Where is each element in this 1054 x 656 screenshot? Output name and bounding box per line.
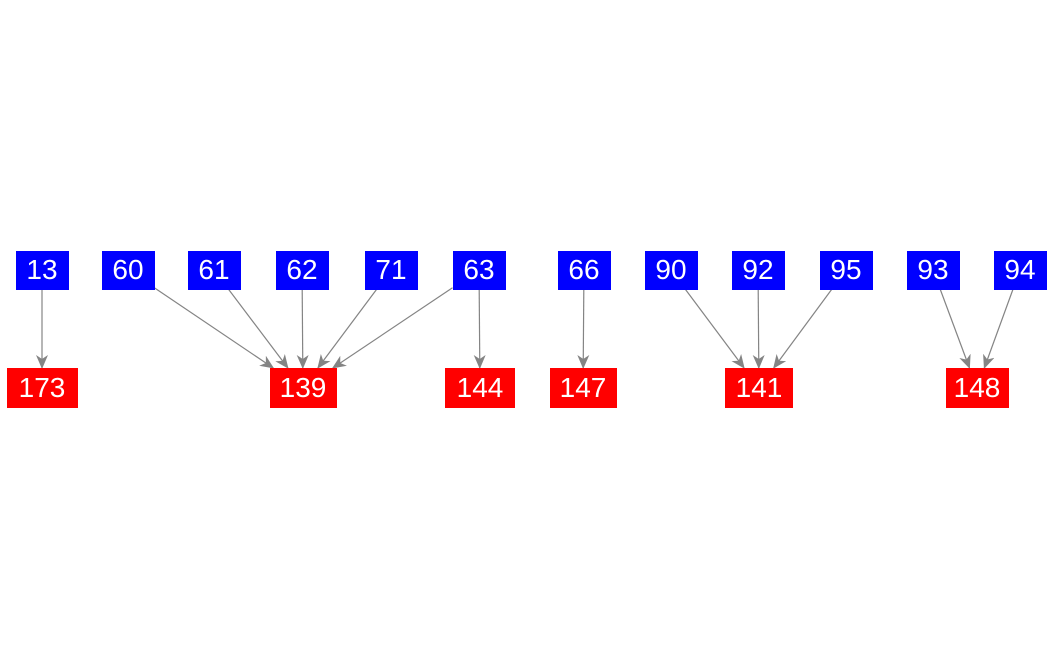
node-90[interactable]: 90 [644,250,698,290]
edge-94-148 [983,289,1014,369]
edge-90-141 [685,289,745,369]
node-141[interactable]: 141 [725,368,793,408]
node-63[interactable]: 63 [452,250,506,290]
node-13[interactable]: 13 [15,250,69,290]
node-60[interactable]: 60 [101,250,155,290]
node-62[interactable]: 62 [275,250,329,290]
node-93[interactable]: 93 [906,250,960,290]
node-95[interactable]: 95 [819,250,873,290]
edge-63-144 [473,289,486,369]
edge-92-141 [752,289,765,369]
node-71[interactable]: 71 [364,250,418,290]
edge-60-139 [154,287,275,369]
node-139[interactable]: 139 [269,368,337,408]
edge-95-141 [773,289,833,369]
node-144[interactable]: 144 [445,368,515,408]
node-66[interactable]: 66 [557,250,611,290]
edge-71-139 [317,289,377,369]
node-147[interactable]: 147 [549,368,617,408]
node-173[interactable]: 173 [6,368,78,408]
node-92[interactable]: 92 [731,250,785,290]
edge-93-148 [939,289,971,369]
node-94[interactable]: 94 [993,250,1047,290]
edge-66-147 [577,289,590,369]
edge-62-139 [296,289,309,369]
node-148[interactable]: 148 [945,368,1009,408]
edge-61-139 [228,289,289,369]
edge-63-139 [331,287,453,369]
node-61[interactable]: 61 [187,250,241,290]
